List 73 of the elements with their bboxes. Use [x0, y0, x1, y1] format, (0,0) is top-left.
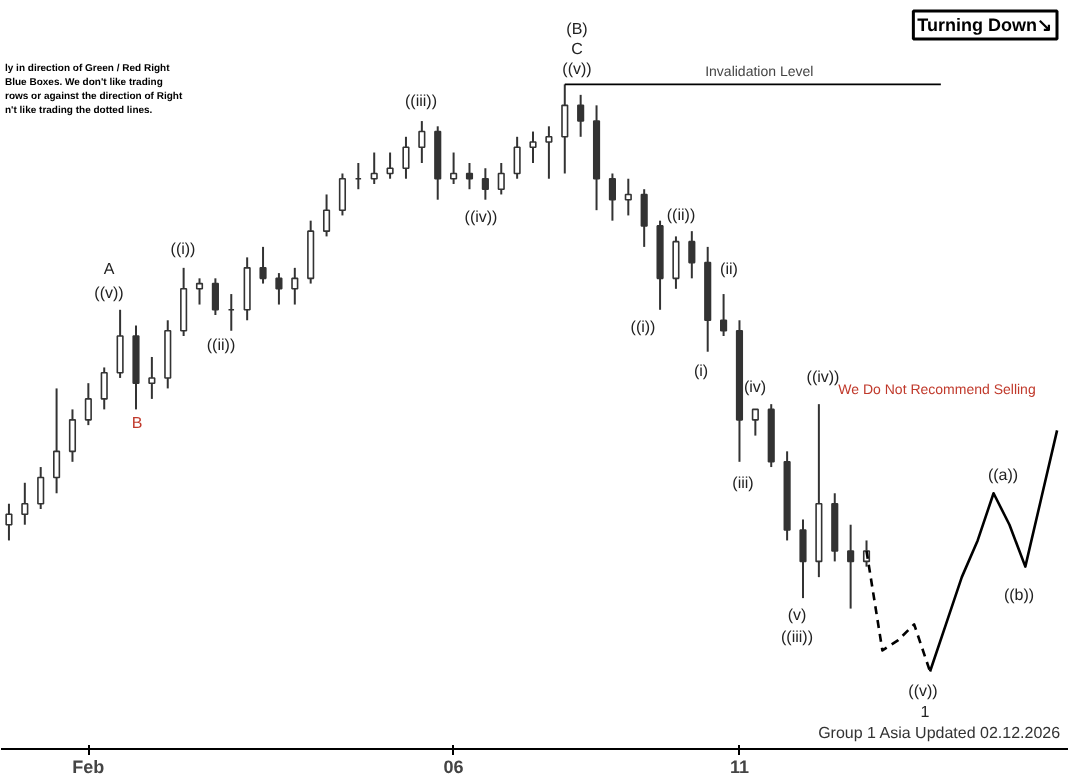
candlestick	[608, 172, 616, 222]
candlestick	[307, 219, 315, 285]
annotation: ((b))	[1003, 586, 1035, 604]
candlestick	[418, 120, 426, 165]
text: 1	[920, 703, 931, 721]
candlestick	[481, 167, 489, 201]
candlestick	[53, 387, 61, 495]
annotation: (v)	[787, 606, 807, 624]
text: ((v))	[908, 682, 939, 700]
text: ((iii))	[781, 628, 814, 646]
annotation: (i)	[693, 362, 709, 380]
candlestick	[640, 188, 648, 248]
text: Turning Down↘	[917, 15, 1054, 35]
candlestick	[116, 308, 124, 379]
candlestick	[211, 277, 219, 317]
annotation: ((i))	[630, 318, 657, 336]
annotation: ((iii))	[405, 92, 438, 110]
text: ((v))	[562, 60, 593, 78]
candlestick	[21, 481, 29, 526]
candlestick	[148, 355, 156, 400]
candlestick	[799, 518, 807, 600]
candlestick	[529, 130, 537, 165]
x-tick-label: 11	[729, 757, 749, 777]
candlestick	[402, 135, 410, 180]
candlestick	[847, 523, 855, 610]
annotation: (ii)	[720, 260, 739, 278]
candlestick	[132, 324, 140, 411]
annotation: ((v))	[94, 284, 125, 302]
candlestick	[545, 125, 553, 180]
candlestick	[465, 162, 474, 191]
text: (B)	[566, 20, 589, 38]
candlestick	[450, 151, 458, 185]
candlestick	[180, 266, 188, 337]
candlestick	[624, 177, 632, 217]
candlestick	[164, 319, 172, 390]
annotation: ((ii))	[666, 206, 696, 224]
candlestick	[275, 272, 283, 306]
candlestick	[577, 93, 585, 138]
candlestick	[688, 230, 696, 280]
candlestick	[291, 266, 299, 306]
annotation: ((a))	[987, 466, 1019, 484]
candlestick	[195, 277, 204, 306]
candlestick	[672, 235, 680, 290]
annotation: ((i))	[170, 240, 197, 258]
candlestick	[561, 83, 569, 175]
candlestick	[831, 492, 839, 563]
annotation: B	[131, 414, 143, 432]
candlestick	[497, 162, 505, 196]
candlestick	[322, 193, 331, 238]
candlestick	[68, 408, 77, 463]
candlestick	[434, 125, 442, 201]
annotation: (iii)	[732, 474, 755, 492]
x-tick-label: 06	[443, 757, 464, 777]
candlestick	[243, 256, 251, 322]
candlestick	[370, 151, 378, 185]
candlestick	[100, 366, 108, 411]
candlestick	[386, 151, 394, 180]
candlestick	[37, 466, 45, 510]
candlestick	[338, 172, 347, 217]
candlestick	[513, 135, 521, 180]
annotation: A	[103, 260, 116, 278]
candlestick	[720, 293, 728, 337]
text: Group 1 Asia Updated 02.12.2026	[818, 724, 1062, 742]
annotation: ((ii))	[206, 336, 236, 354]
candlestick	[751, 408, 759, 437]
x-tick-label: Feb	[72, 757, 106, 777]
annotation: ((iv))	[464, 208, 499, 226]
text: C	[571, 40, 584, 58]
candlestick	[84, 382, 92, 427]
annotation: ((iv))	[806, 368, 841, 386]
candlestick	[5, 502, 13, 542]
candlestick	[259, 245, 267, 285]
annotation: (iv)	[743, 378, 767, 396]
